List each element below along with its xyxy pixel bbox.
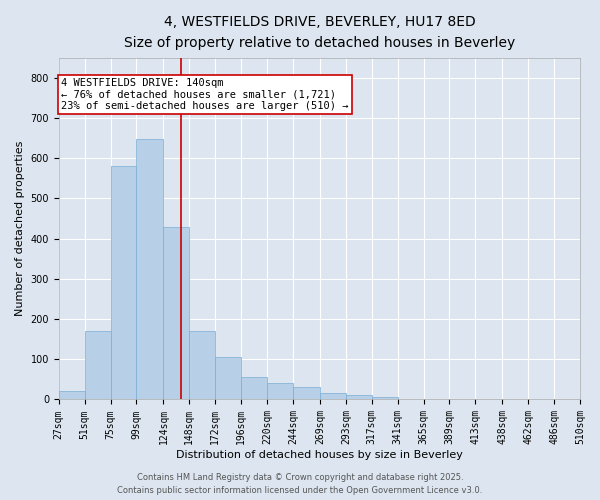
Text: Contains HM Land Registry data © Crown copyright and database right 2025.
Contai: Contains HM Land Registry data © Crown c… bbox=[118, 474, 482, 495]
Bar bbox=[320, 394, 346, 400]
Bar bbox=[372, 398, 398, 400]
Bar bbox=[241, 378, 267, 400]
Bar bbox=[110, 166, 136, 400]
X-axis label: Distribution of detached houses by size in Beverley: Distribution of detached houses by size … bbox=[176, 450, 463, 460]
Bar bbox=[215, 358, 241, 400]
Bar bbox=[293, 388, 320, 400]
Bar bbox=[398, 398, 424, 400]
Bar bbox=[190, 331, 215, 400]
Text: 4 WESTFIELDS DRIVE: 140sqm
← 76% of detached houses are smaller (1,721)
23% of s: 4 WESTFIELDS DRIVE: 140sqm ← 76% of deta… bbox=[61, 78, 349, 111]
Bar bbox=[59, 392, 85, 400]
Bar bbox=[136, 139, 163, 400]
Title: 4, WESTFIELDS DRIVE, BEVERLEY, HU17 8ED
Size of property relative to detached ho: 4, WESTFIELDS DRIVE, BEVERLEY, HU17 8ED … bbox=[124, 15, 515, 50]
Bar bbox=[163, 226, 190, 400]
Y-axis label: Number of detached properties: Number of detached properties bbox=[15, 141, 25, 316]
Bar bbox=[580, 398, 600, 400]
Bar bbox=[346, 396, 372, 400]
Bar bbox=[267, 384, 293, 400]
Bar bbox=[85, 331, 110, 400]
